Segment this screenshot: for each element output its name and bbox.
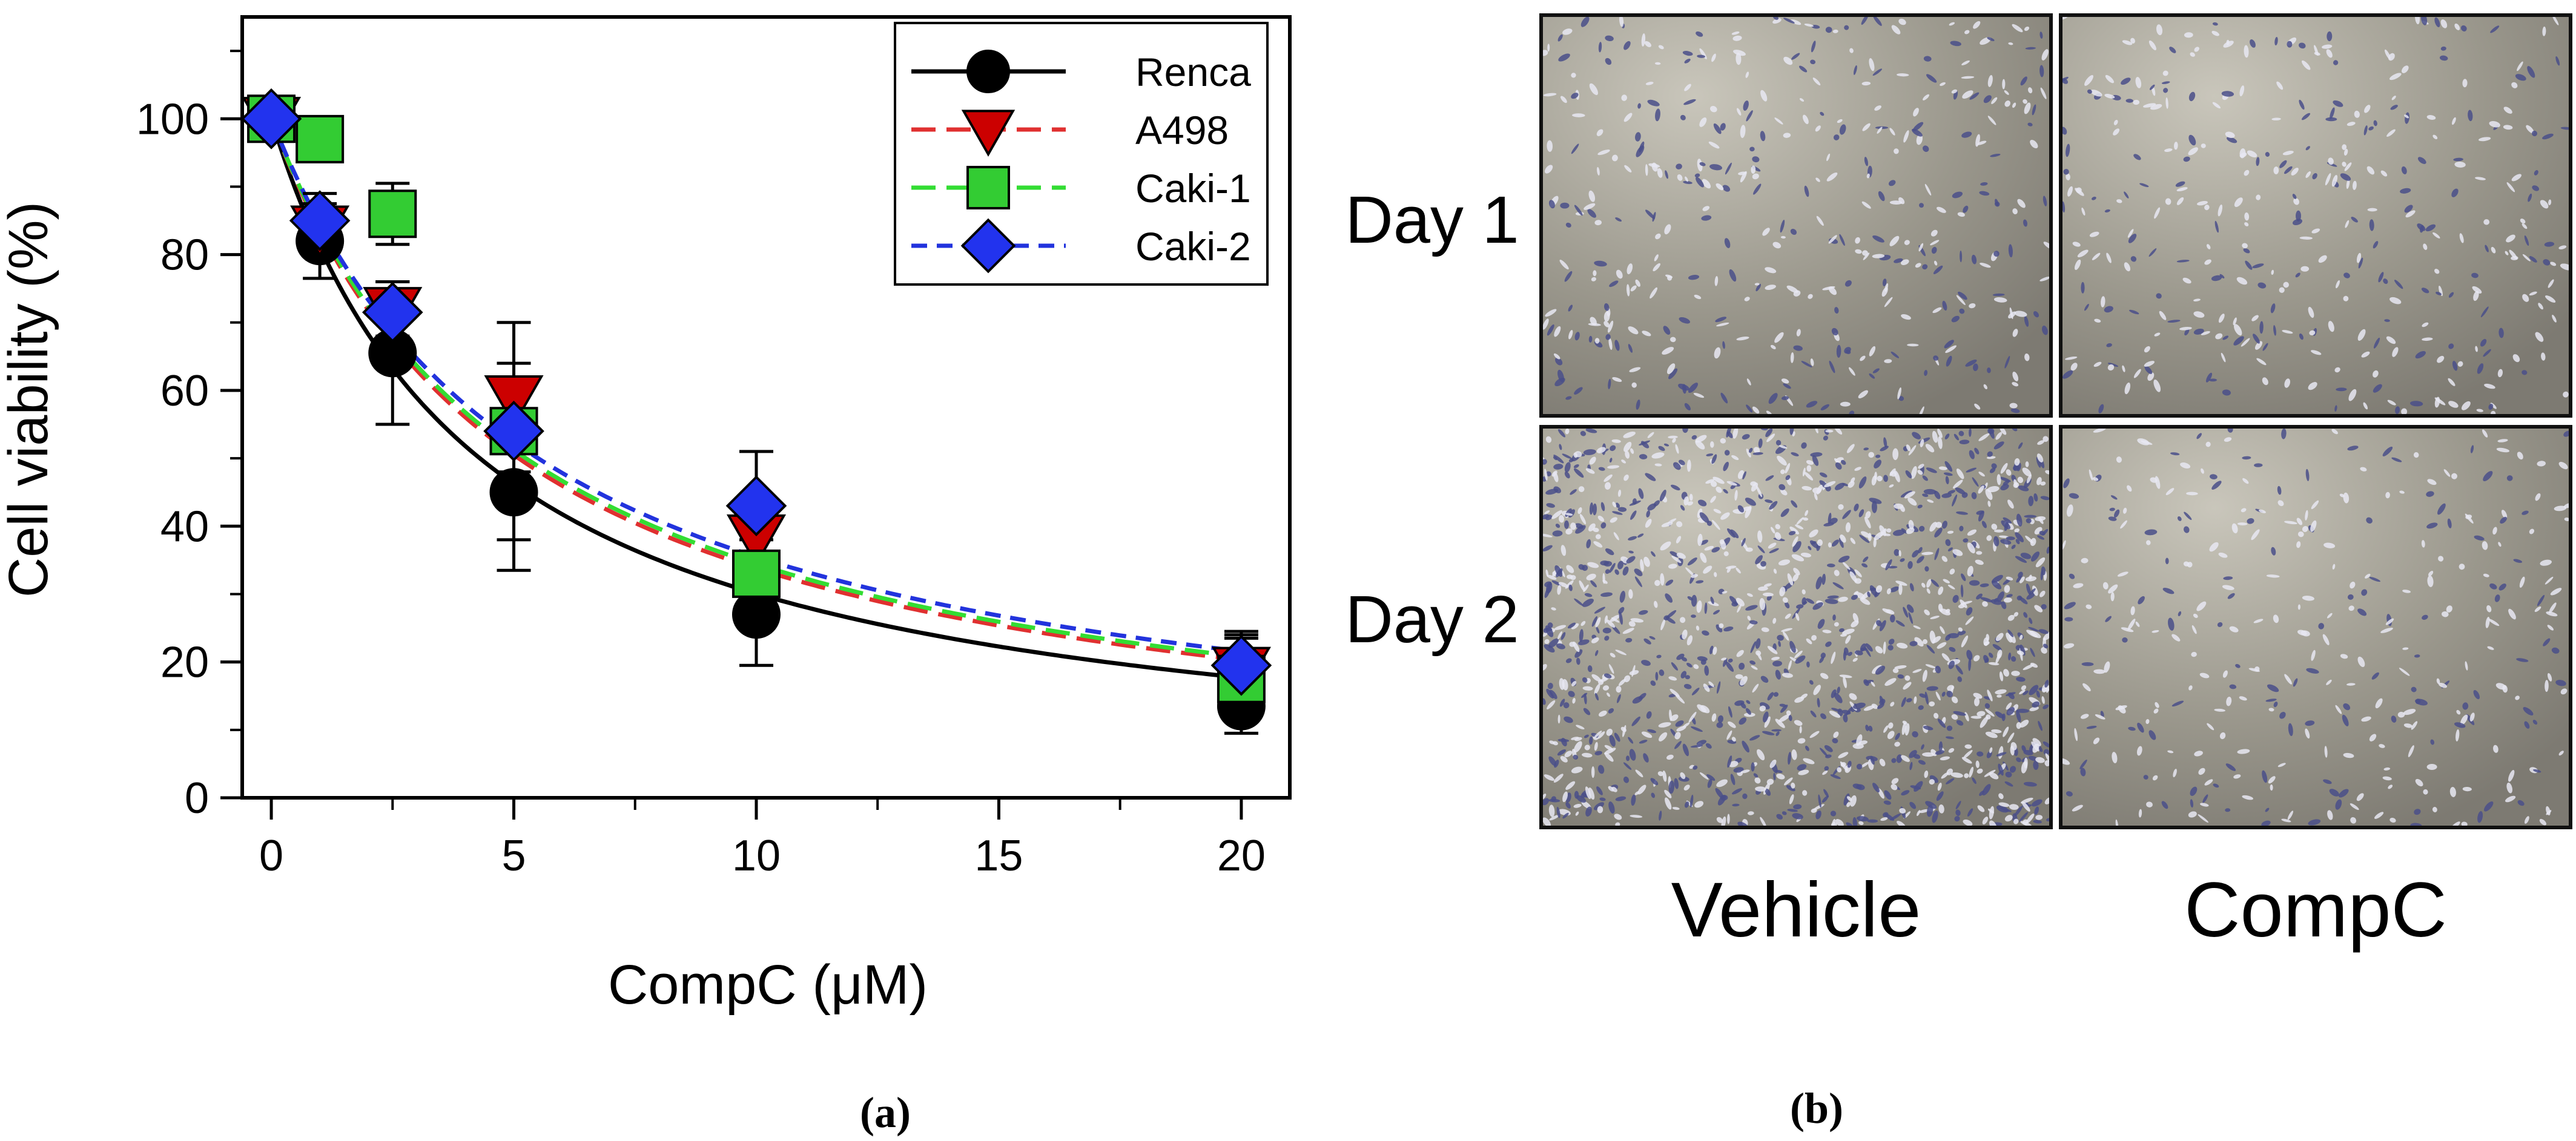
legend-label-caki-1: Caki-1 (1135, 166, 1251, 211)
marker-caki-1 (296, 114, 345, 163)
marker-caki-1 (368, 189, 417, 238)
marker-renca (966, 50, 1010, 93)
micrograph-compc-day2 (2059, 425, 2572, 829)
x-tick-label: 15 (974, 832, 1023, 880)
micrograph-texture (2062, 429, 2569, 826)
col-label-compc: CompC (2184, 867, 2447, 953)
marker-caki-2 (240, 88, 302, 150)
legend-label-caki-2: Caki-2 (1135, 224, 1251, 269)
micrograph-vehicle-day1 (1539, 13, 2053, 418)
marker-caki-1 (732, 549, 781, 598)
marker-caki-2 (960, 218, 1016, 274)
x-tick-label: 5 (501, 832, 526, 880)
x-tick-label: 0 (259, 832, 283, 880)
marker-caki-2 (362, 281, 423, 343)
fit-curve-caki-2 (269, 118, 1242, 654)
x-tick-label: 20 (1217, 832, 1266, 880)
marker-renca (732, 590, 781, 639)
y-axis-label: Cell viability (%) (0, 202, 59, 597)
marker-caki-1 (966, 166, 1010, 209)
marker-caki-2 (725, 475, 787, 536)
micrograph-compc-day1 (2059, 13, 2572, 418)
legend-label-renca: Renca (1135, 50, 1251, 94)
y-tick-label: 100 (136, 95, 209, 143)
legend-label-a498: A498 (1135, 108, 1229, 153)
marker-caki-2 (1210, 634, 1272, 696)
micrograph-vehicle-day2 (1539, 425, 2053, 829)
micrograph-texture (1543, 429, 2049, 826)
legend: Renca A498 Caki-1 Caki-2 (894, 22, 1269, 286)
y-tick-label: 80 (160, 231, 209, 280)
x-tick-label: 10 (732, 832, 781, 880)
y-tick-label: 40 (160, 502, 209, 551)
y-tick-label: 20 (160, 639, 209, 687)
marker-caki-2 (289, 190, 351, 251)
row-label-day2: Day 2 (1345, 582, 1519, 657)
marker-caki-2 (483, 400, 544, 462)
y-tick-label: 0 (185, 774, 209, 823)
marker-a498 (961, 110, 1016, 157)
row-label-day1: Day 1 (1345, 183, 1519, 257)
panel-label-b: (b) (1790, 1084, 1843, 1133)
plot-frame (240, 15, 1292, 800)
y-tick-label: 60 (160, 367, 209, 415)
data-markers (240, 88, 1272, 731)
x-axis-label: CompC (μM) (608, 954, 928, 1016)
col-label-vehicle: Vehicle (1671, 867, 1921, 953)
micrograph-texture (1543, 17, 2049, 414)
marker-a498 (484, 375, 544, 427)
micrograph-texture (2062, 17, 2569, 414)
axis-ticks: 0 5 10 15 20 0 20 40 60 80 100 (136, 50, 1266, 880)
panel-label-a: (a) (860, 1088, 911, 1137)
marker-renca (489, 468, 538, 517)
legend-box (894, 22, 1269, 286)
